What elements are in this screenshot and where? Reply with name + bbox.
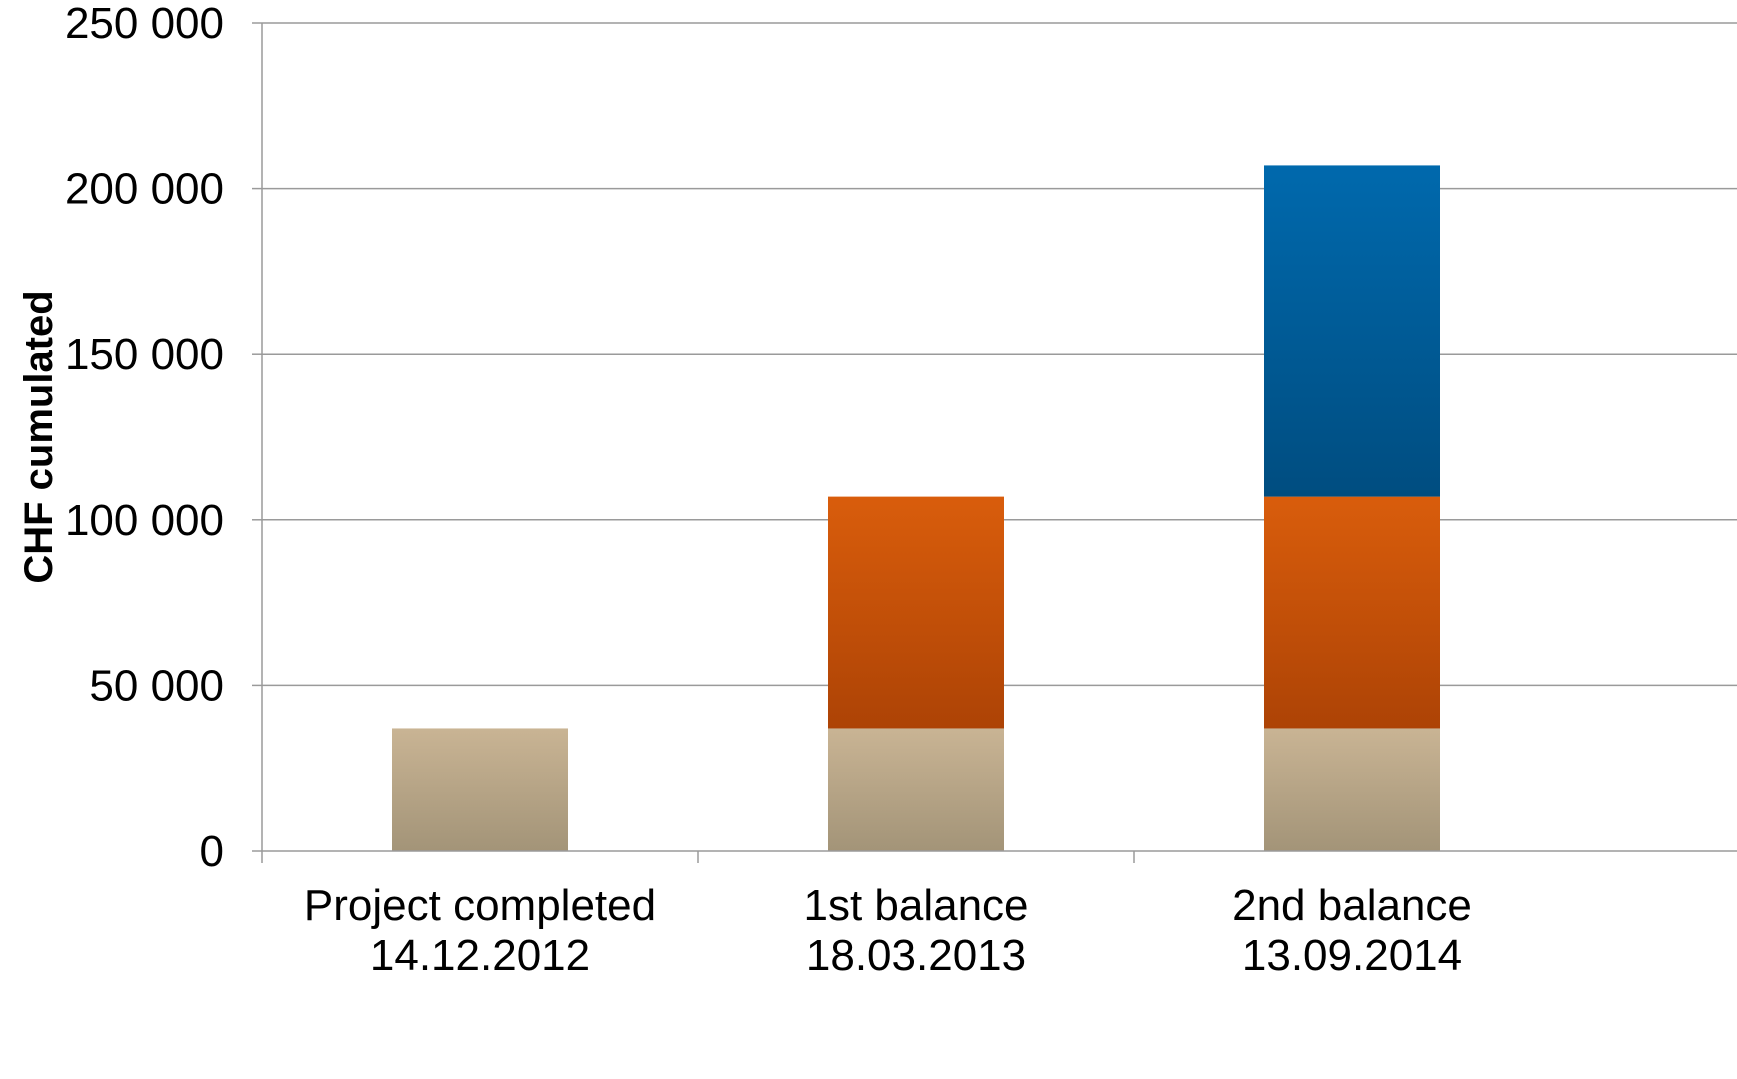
- y-tick-label: 250 000: [65, 0, 224, 48]
- labels: 0 50 000 100 000 150 000 200 000 250 000 Proje…: [65, 0, 1472, 980]
- x-tick-label: Project completed: [304, 881, 656, 930]
- bar-segment: [1264, 496, 1440, 729]
- x-tick-label: 1st balance: [803, 881, 1028, 930]
- x-tick-label: 13.09.2014: [1242, 931, 1462, 980]
- x-tick-label: 2nd balance: [1232, 881, 1472, 930]
- y-tick-label: 200 000: [65, 165, 224, 214]
- gridlines: [262, 22, 1737, 687]
- y-tick-label: 100 000: [65, 496, 224, 545]
- y-axis-title: CHF cumulated: [17, 290, 61, 583]
- bar-segment: [1264, 728, 1440, 851]
- axes: [252, 22, 1737, 863]
- y-tick-label: 0: [200, 827, 224, 876]
- x-tick-label: 14.12.2012: [370, 931, 590, 980]
- y-tick-label: 50 000: [89, 661, 224, 710]
- bar-segment: [828, 728, 1004, 851]
- x-tick-label: 18.03.2013: [806, 931, 1026, 980]
- bars: [392, 165, 1440, 851]
- bar-segment: [392, 728, 568, 851]
- bar-segment: [828, 496, 1004, 729]
- y-tick-label: 150 000: [65, 330, 224, 379]
- bar-segment: [1264, 165, 1440, 497]
